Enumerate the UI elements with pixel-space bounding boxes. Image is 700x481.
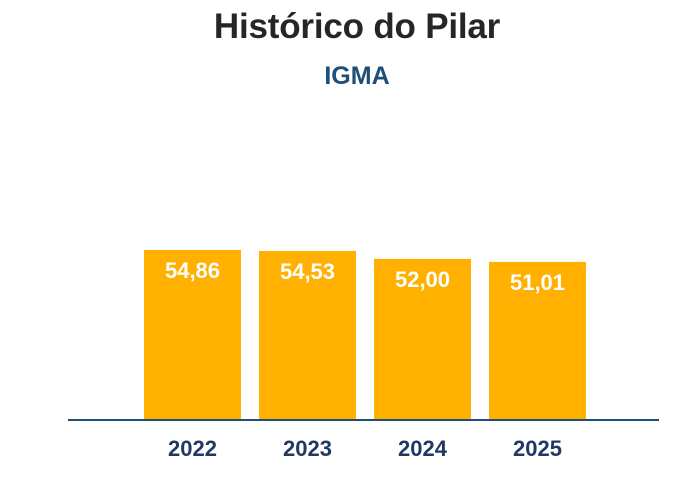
category-label-2025: 2025 bbox=[513, 436, 562, 461]
chart-subtitle: IGMA bbox=[324, 62, 390, 90]
bar-2023 bbox=[259, 251, 356, 420]
bars-group bbox=[144, 250, 586, 420]
bar-2022 bbox=[144, 250, 241, 420]
data-label-2023: 54,53 bbox=[280, 259, 335, 284]
data-label-2022: 54,86 bbox=[165, 258, 220, 283]
data-label-2024: 52,00 bbox=[395, 267, 450, 292]
category-labels-group: 2022 2023 2024 2025 bbox=[168, 436, 562, 461]
bar-2025 bbox=[489, 261, 586, 420]
category-label-2022: 2022 bbox=[168, 436, 217, 461]
chart-title: Histórico do Pilar bbox=[213, 7, 501, 46]
bar-labels-group: 54,86 54,53 52,00 51,01 bbox=[165, 258, 565, 295]
data-label-2025: 51,01 bbox=[510, 270, 565, 295]
bar-2024 bbox=[374, 258, 471, 420]
category-label-2024: 2024 bbox=[398, 436, 448, 461]
category-label-2023: 2023 bbox=[283, 436, 332, 461]
